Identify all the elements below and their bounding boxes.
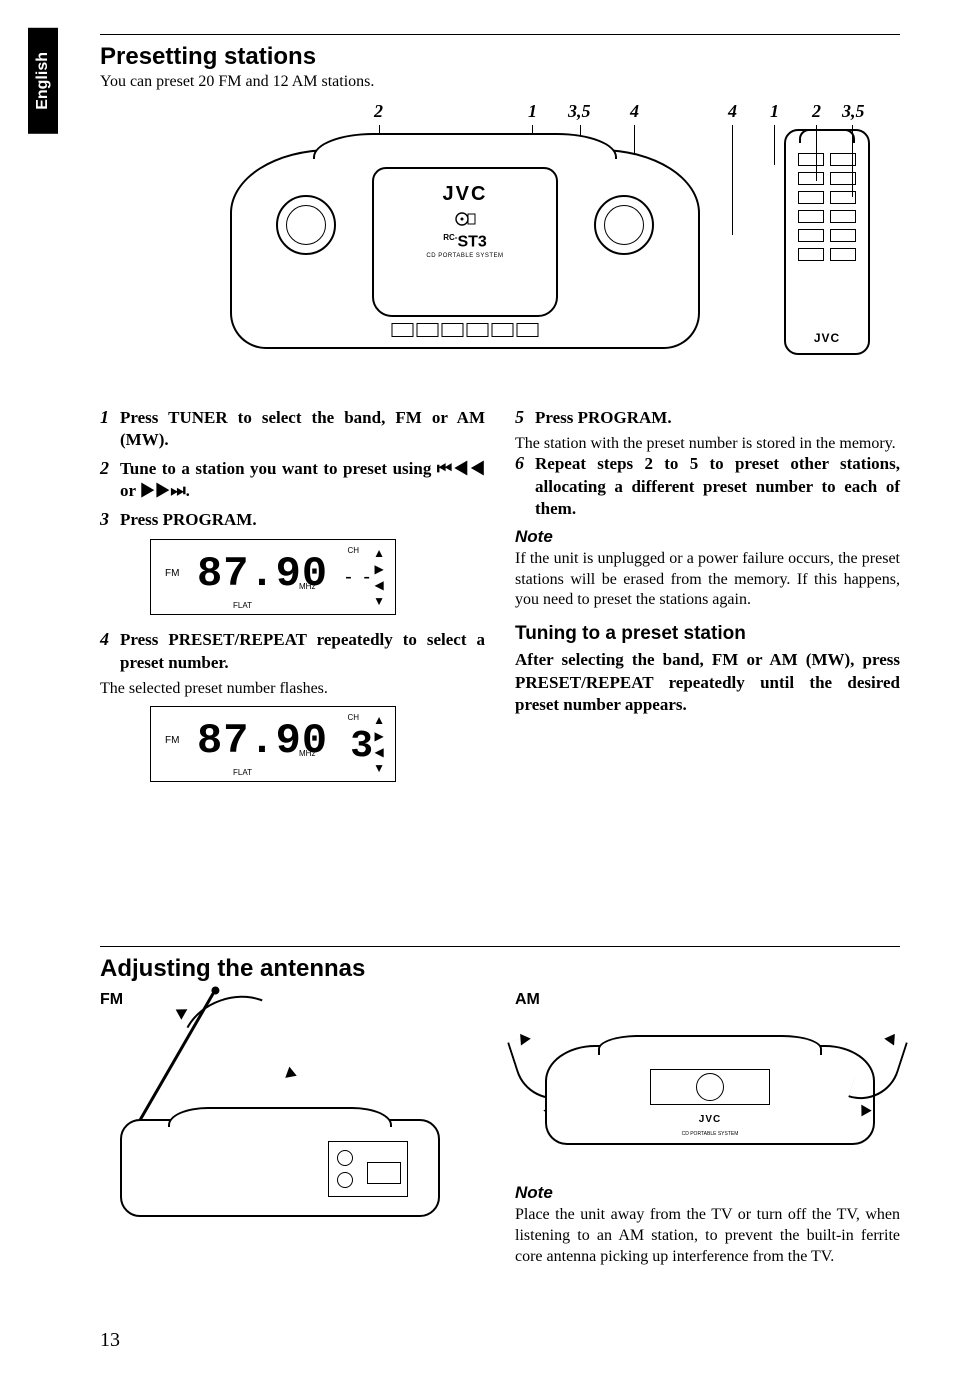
am-antenna-figure: JVC CD PORTABLE SYSTEM (515, 1017, 900, 1167)
section-title-presetting: Presetting stations (100, 43, 900, 71)
fm-antenna-figure (100, 1017, 485, 1217)
rotate-arc-icon (848, 1031, 908, 1110)
lcd-fm-label: FM (165, 735, 179, 746)
lcd-blank-preset: - - (345, 566, 373, 589)
model-label: RC-ST3 (443, 233, 487, 251)
right-column: 5 Press PROGRAM. The station with the pr… (515, 407, 900, 796)
step-number: 1 (100, 407, 120, 452)
lcd-mhz-label: MHz (299, 582, 315, 591)
step-6: 6 Repeat steps 2 to 5 to preset other st… (515, 453, 900, 520)
unit-top-illustration: JVC CD PORTABLE SYSTEM (545, 1045, 875, 1145)
am-label: AM (515, 991, 900, 1009)
step-number: 5 (515, 407, 535, 429)
section-title-antennas: Adjusting the antennas (100, 955, 900, 983)
lcd-preset-number: 3 (350, 725, 373, 768)
lcd-display-2: FM 87.90 MHz FLAT CH 3 ▲▶◀▼ (150, 706, 396, 782)
callout: 1 (528, 101, 537, 122)
tuning-knob-icon (594, 195, 654, 255)
intro-text: You can preset 20 FM and 12 AM stations. (100, 73, 900, 91)
arrowhead-icon (285, 1067, 299, 1082)
lcd-arrows-icon: ▲▶◀▼ (373, 546, 385, 608)
volume-knob-icon (276, 195, 336, 255)
antenna-columns: FM AM (100, 991, 900, 1267)
model-prefix: RC- (443, 233, 457, 242)
compact-disc-icon (454, 211, 476, 227)
callout: 4 (630, 101, 639, 122)
lcd-mhz-label: MHz (299, 749, 315, 758)
ir-window-icon (799, 129, 855, 143)
step-5-sub: The station with the preset number is st… (515, 435, 900, 453)
callout: 3,5 (568, 101, 591, 122)
step-body: Tune to a station you want to preset usi… (120, 458, 485, 503)
divider (100, 34, 900, 35)
callout: 3,5 (842, 101, 865, 122)
model-sub: CD PORTABLE SYSTEM (426, 253, 503, 259)
brand-label: JVC (443, 183, 488, 206)
remote-buttons-icon (798, 153, 856, 261)
lcd-arrows-icon: ▲▶◀▼ (373, 713, 385, 775)
lcd-fm-label: FM (165, 568, 179, 579)
callout: 2 (374, 101, 383, 122)
note-body: If the unit is unplugged or a power fail… (515, 549, 900, 611)
lcd-ch-label: CH (347, 546, 359, 555)
step-body: Press PRESET/REPEAT repeatedly to select… (120, 629, 485, 674)
step-4-sub: The selected preset number flashes. (100, 680, 485, 698)
step-body: Press PROGRAM. (120, 509, 257, 531)
device-figure: JVC RC-ST3 CD PORTABLE SYSTEM JVC (100, 129, 900, 389)
note-body: Place the unit away from the TV or turn … (515, 1205, 900, 1267)
model-name: ST3 (457, 233, 486, 250)
step-body: Press PROGRAM. (535, 407, 672, 429)
tuning-body: After selecting the band, FM or AM (MW),… (515, 649, 900, 716)
am-column: AM JVC CD PORTABLE SYSTEM Note Place the (515, 991, 900, 1267)
lcd-display-1: FM 87.90 MHz FLAT CH - - ▲▶◀▼ (150, 539, 396, 615)
step-body: Press TUNER to select the band, FM or AM… (120, 407, 485, 452)
cd-lid-icon (650, 1069, 770, 1105)
manual-page: Presetting stations You can preset 20 FM… (100, 34, 900, 1267)
divider (100, 946, 900, 947)
note-heading: Note (515, 527, 900, 547)
leader-line (732, 125, 733, 235)
subsection-tuning: Tuning to a preset station (515, 623, 900, 645)
fm-label: FM (100, 991, 485, 1009)
step-number: 3 (100, 509, 120, 531)
callout-row: 2 1 3,5 4 4 1 2 3,5 (100, 101, 900, 129)
step-number: 6 (515, 453, 535, 520)
remote-brand: JVC (814, 331, 840, 345)
callout: 4 (728, 101, 737, 122)
remote-illustration: JVC (784, 129, 870, 355)
left-column: 1 Press TUNER to select the band, FM or … (100, 407, 485, 796)
step-1: 1 Press TUNER to select the band, FM or … (100, 407, 485, 452)
rear-panel-icon (328, 1141, 408, 1197)
step-2: 2 Tune to a station you want to preset u… (100, 458, 485, 503)
callout: 2 (812, 101, 821, 122)
step-3: 3 Press PROGRAM. (100, 509, 485, 531)
step-body: Repeat steps 2 to 5 to preset other stat… (535, 453, 900, 520)
lcd-ch-label: CH (347, 713, 359, 722)
antenna-section: Adjusting the antennas FM (100, 946, 900, 1267)
unit-rear-illustration (120, 1119, 440, 1217)
step-4: 4 Press PRESET/REPEAT repeatedly to sele… (100, 629, 485, 674)
callout: 1 (770, 101, 779, 122)
lcd-flat-label: FLAT (233, 601, 252, 610)
language-tab: English (28, 28, 58, 134)
instruction-columns: 1 Press TUNER to select the band, FM or … (100, 407, 900, 796)
page-number: 13 (100, 1329, 120, 1352)
brand-label: JVC (699, 1114, 721, 1125)
fm-column: FM (100, 991, 485, 1267)
note-heading: Note (515, 1183, 900, 1203)
model-sub: CD PORTABLE SYSTEM (682, 1131, 739, 1137)
step-5: 5 Press PROGRAM. (515, 407, 900, 429)
cd-door-icon: JVC RC-ST3 CD PORTABLE SYSTEM (372, 167, 558, 317)
leader-line (774, 125, 775, 165)
step-number: 2 (100, 458, 120, 503)
lcd-flat-label: FLAT (233, 768, 252, 777)
transport-buttons-icon (392, 323, 539, 337)
step-number: 4 (100, 629, 120, 674)
boombox-illustration: JVC RC-ST3 CD PORTABLE SYSTEM (230, 149, 700, 349)
